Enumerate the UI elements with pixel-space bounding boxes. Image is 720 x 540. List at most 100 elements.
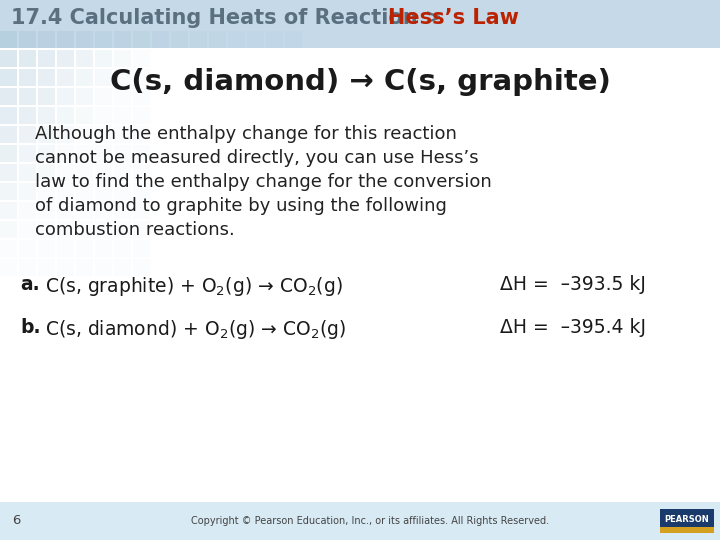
Bar [57, 31, 74, 48]
Bar [19, 69, 36, 86]
Bar [95, 107, 112, 124]
Bar [0, 240, 17, 257]
Bar [133, 145, 150, 162]
Bar [0, 164, 17, 181]
Bar [95, 240, 112, 257]
Text: C(s, graphite) + O$_2$(g) → CO$_2$(g): C(s, graphite) + O$_2$(g) → CO$_2$(g) [45, 275, 343, 298]
Bar [114, 202, 131, 219]
Text: b.: b. [20, 318, 40, 337]
Text: a.: a. [20, 275, 40, 294]
Bar [38, 259, 55, 276]
Bar [57, 240, 74, 257]
Bar [0, 31, 17, 48]
Text: 6: 6 [12, 515, 20, 528]
Bar [76, 88, 93, 105]
Bar [57, 221, 74, 238]
Bar [133, 88, 150, 105]
Bar [76, 126, 93, 143]
Bar [95, 50, 112, 67]
Bar [19, 88, 36, 105]
Bar [38, 240, 55, 257]
Bar [95, 202, 112, 219]
Bar [152, 31, 169, 48]
Bar [660, 527, 714, 533]
Bar [57, 69, 74, 86]
Bar [247, 31, 264, 48]
Bar [38, 145, 55, 162]
Bar [114, 259, 131, 276]
Bar [114, 107, 131, 124]
Text: of diamond to graphite by using the following: of diamond to graphite by using the foll… [35, 197, 447, 215]
Bar [38, 221, 55, 238]
Bar [76, 145, 93, 162]
Text: Although the enthalpy change for this reaction: Although the enthalpy change for this re… [35, 125, 457, 143]
Bar [19, 107, 36, 124]
Bar [57, 259, 74, 276]
Bar [57, 88, 74, 105]
Bar [0, 126, 17, 143]
Bar [133, 31, 150, 48]
Bar [76, 221, 93, 238]
Bar [114, 145, 131, 162]
Bar [19, 145, 36, 162]
Bar [285, 31, 302, 48]
Bar [0, 221, 17, 238]
Bar [114, 88, 131, 105]
Bar [95, 259, 112, 276]
Bar [0, 202, 17, 219]
Text: C(s, diamond) → C(s, graphite): C(s, diamond) → C(s, graphite) [109, 68, 611, 96]
Bar [76, 31, 93, 48]
Bar [76, 240, 93, 257]
Bar [114, 164, 131, 181]
Bar [171, 31, 188, 48]
Bar [38, 107, 55, 124]
Bar [19, 50, 36, 67]
Bar [0, 502, 720, 540]
Text: 17.4 Calculating Heats of Reaction >: 17.4 Calculating Heats of Reaction > [11, 8, 442, 28]
Bar [133, 259, 150, 276]
Bar [57, 183, 74, 200]
Bar [76, 259, 93, 276]
Text: ΔH =  –395.4 kJ: ΔH = –395.4 kJ [500, 318, 646, 337]
Bar [95, 126, 112, 143]
Bar [76, 107, 93, 124]
Text: Hess’s Law: Hess’s Law [388, 8, 519, 28]
Bar [38, 164, 55, 181]
Bar [228, 31, 245, 48]
Bar [95, 145, 112, 162]
Bar [95, 31, 112, 48]
Text: PEARSON: PEARSON [665, 515, 709, 523]
Bar [38, 183, 55, 200]
Text: Copyright © Pearson Education, Inc., or its affiliates. All Rights Reserved.: Copyright © Pearson Education, Inc., or … [191, 516, 549, 526]
Bar [0, 259, 17, 276]
Bar [95, 69, 112, 86]
Bar [133, 69, 150, 86]
Bar [38, 69, 55, 86]
Bar [38, 88, 55, 105]
Bar [114, 221, 131, 238]
Bar [38, 50, 55, 67]
Bar [76, 50, 93, 67]
Bar [0, 145, 17, 162]
Bar [114, 50, 131, 67]
Bar [19, 126, 36, 143]
Bar [114, 240, 131, 257]
Bar [133, 183, 150, 200]
Bar [57, 145, 74, 162]
Bar [38, 202, 55, 219]
Bar [660, 509, 714, 533]
Bar [76, 164, 93, 181]
Bar [57, 202, 74, 219]
Bar [19, 240, 36, 257]
Text: C(s, diamond) + O$_2$(g) → CO$_2$(g): C(s, diamond) + O$_2$(g) → CO$_2$(g) [45, 318, 346, 341]
Bar [76, 69, 93, 86]
Bar [19, 31, 36, 48]
Text: ΔH =  –393.5 kJ: ΔH = –393.5 kJ [500, 275, 646, 294]
Bar [0, 50, 17, 67]
Bar [38, 31, 55, 48]
Bar [133, 202, 150, 219]
Bar [114, 183, 131, 200]
Bar [133, 50, 150, 67]
Bar [76, 202, 93, 219]
Bar [114, 31, 131, 48]
